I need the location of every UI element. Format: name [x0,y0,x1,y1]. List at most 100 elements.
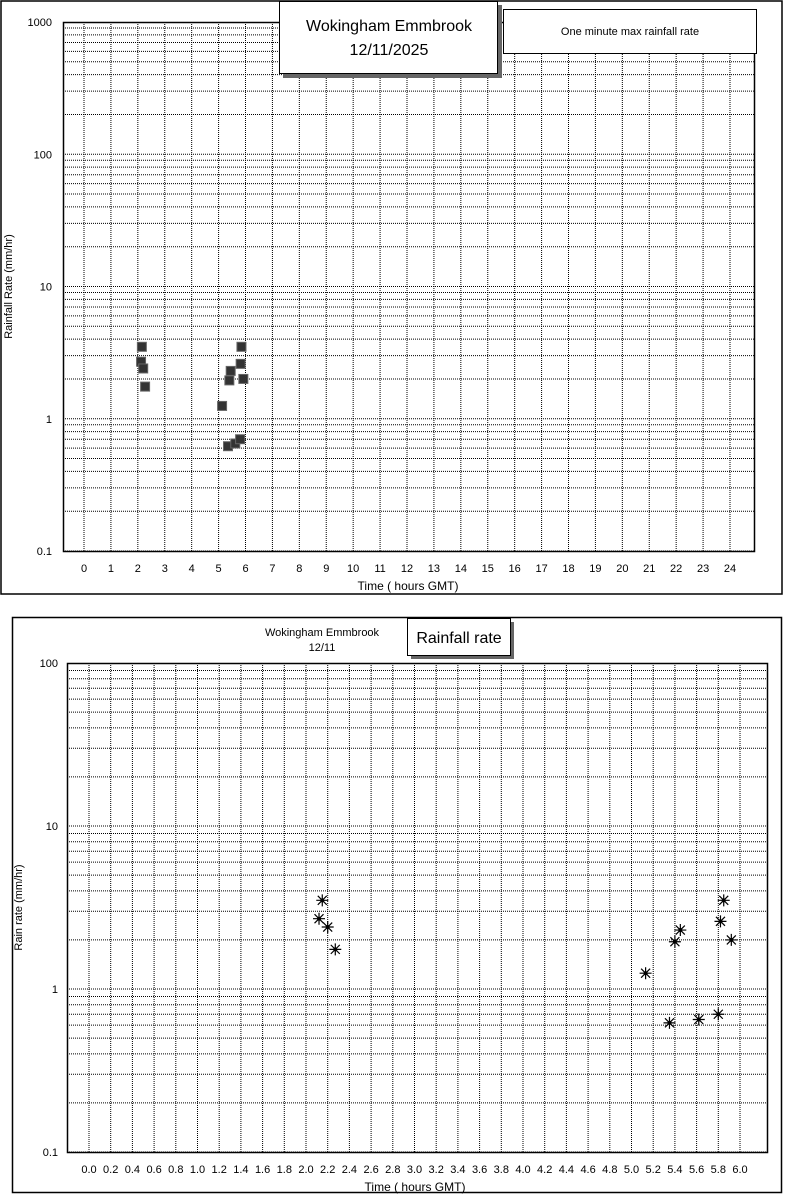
top-chart-date: 12/11/2025 [350,42,429,59]
data-point-center [320,898,325,903]
x-tick-label: 5.8 [711,1164,726,1176]
y-tick-label: 0.1 [37,546,52,558]
x-tick-label: 22 [670,563,682,575]
x-tick-label: 3.8 [494,1164,509,1176]
y-axis-title: Rainfall Rate (mm/hr) [3,234,15,339]
x-tick-label: 19 [589,563,601,575]
data-point-center [672,939,677,944]
x-tick-label: 5.6 [689,1164,704,1176]
x-tick-label: 23 [697,563,709,575]
data-point-center [333,947,338,952]
x-tick-label: 1.0 [190,1164,205,1176]
x-tick-label: 13 [428,563,440,575]
x-tick-label: 3.6 [472,1164,487,1176]
x-tick-label: 5 [216,563,222,575]
x-tick-label: 4.8 [602,1164,617,1176]
top-chart-title: Wokingham Emmbrook [306,18,473,35]
bottom-chart-frame [11,616,783,1194]
y-tick-label: 0.1 [43,1147,58,1159]
top-legend-text: One minute max rainfall rate [561,26,699,38]
data-point-center [721,898,726,903]
x-tick-label: 4.0 [515,1164,530,1176]
x-tick-label: 8 [296,563,302,575]
x-tick-label: 3.2 [429,1164,444,1176]
x-tick-label: 5.2 [646,1164,661,1176]
x-tick-label: 1 [108,563,114,575]
data-point-center [696,1017,701,1022]
data-point [238,373,249,384]
x-tick-label: 16 [509,563,521,575]
x-tick-label: 21 [643,563,655,575]
y-tick-label: 1 [46,414,52,426]
y-tick-label: 10 [40,282,52,294]
y-tick-label: 1000 [28,17,52,29]
data-point [224,375,235,386]
x-tick-label: 0.8 [168,1164,183,1176]
top-chart: 0 1 2 3 4 5 6 7 8 9 10 11 12 13 14 15 16 17 18 19 20 21 22 23 24… [3,17,756,593]
x-tick-label: 0.0 [81,1164,96,1176]
x-tick-label: 3 [162,563,168,575]
x-axis-title: Time ( hours GMT) [358,579,459,593]
data-point-center [678,928,683,933]
x-tick-label: 2.8 [385,1164,400,1176]
top-chart-frame [0,0,783,595]
x-tick-label: 18 [562,563,574,575]
top-title-box [279,1,498,74]
top-legend-box [503,9,757,54]
x-tick-label: 10 [347,563,359,575]
bottom-title-box [407,618,511,656]
data-point-center [643,971,648,976]
y-tick-label: 10 [46,821,58,833]
bottom-date: 12/11 [309,642,336,654]
x-tick-label: 1.2 [212,1164,227,1176]
x-tick-label: 1.8 [277,1164,292,1176]
x-tick-label: 0.4 [125,1164,140,1176]
data-point [217,400,228,411]
x-tick-label: 12 [401,563,413,575]
y-tick-label: 100 [40,658,58,670]
x-tick-label: 2.4 [342,1164,357,1176]
x-tick-label: 20 [616,563,628,575]
x-tick-label: 24 [724,563,736,575]
y-axis-title: Rain rate (mm/hr) [13,864,25,950]
x-tick-label: 2.6 [363,1164,378,1176]
x-tick-label: 0 [81,563,87,575]
data-point [225,365,236,376]
x-tick-label: 2.0 [298,1164,313,1176]
x-tick-label: 4.2 [537,1164,552,1176]
x-tick-label: 3.0 [407,1164,422,1176]
data-point-center [325,925,330,930]
bottom-chart: 0.0 0.2 0.4 0.6 0.8 1.0 1.2 1.4 1.6 1.8 2.0 2.2 2.4 2… [13,658,769,1194]
x-tick-label: 1.4 [233,1164,248,1176]
data-point-center [317,916,322,921]
x-tick-label: 7 [269,563,275,575]
x-tick-label: 2 [135,563,141,575]
x-tick-label: 5.4 [667,1164,682,1176]
x-tick-label: 11 [374,563,385,575]
y-tick-label: 100 [34,149,52,161]
x-tick-label: 4 [189,563,195,575]
x-tick-label: 4.6 [580,1164,595,1176]
x-tick-label: 3.4 [450,1164,465,1176]
bottom-station-name: Wokingham Emmbrook [265,627,380,639]
data-point [140,381,151,392]
x-tick-label: 9 [323,563,329,575]
data-point [136,341,147,352]
x-tick-label: 1.6 [255,1164,270,1176]
x-tick-label: 0.2 [103,1164,118,1176]
x-tick-label: 17 [535,563,547,575]
plot-area-border [66,662,769,1154]
data-point-center [729,937,734,942]
bottom-chart-title: Rainfall rate [416,630,501,647]
data-point [138,363,149,374]
x-tick-label: 14 [455,563,467,575]
x-axis-title: Time ( hours GMT) [365,1180,466,1194]
data-point [235,434,246,445]
data-point [235,358,246,369]
x-tick-label: 15 [482,563,494,575]
x-tick-label: 0.6 [146,1164,161,1176]
x-tick-label: 6 [242,563,248,575]
data-point-center [716,1012,721,1017]
data-point-center [718,919,723,924]
